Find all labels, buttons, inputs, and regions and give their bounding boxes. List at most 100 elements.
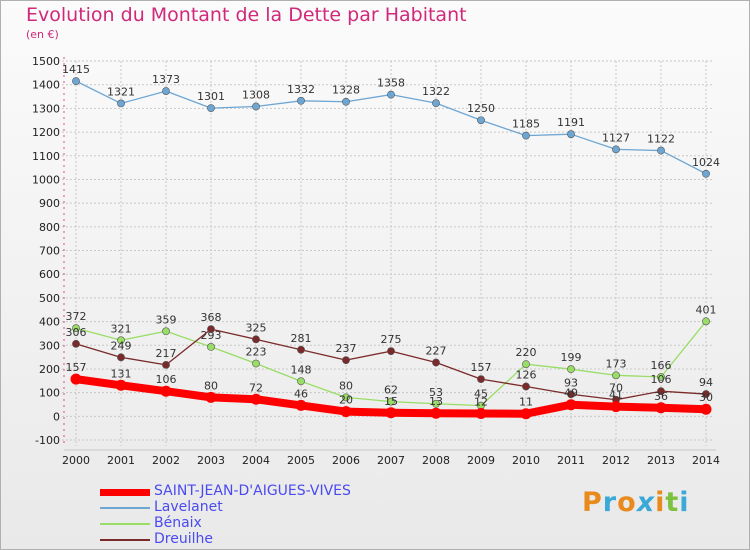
data-point — [207, 325, 215, 334]
data-label: 80 — [204, 379, 218, 392]
data-label: 30 — [699, 391, 713, 404]
y-tick-label: 1000 — [32, 173, 60, 186]
data-label: 217 — [156, 347, 177, 360]
data-label: 227 — [426, 345, 447, 358]
data-label: 199 — [561, 351, 582, 364]
data-point — [702, 169, 710, 178]
data-point — [252, 335, 260, 344]
legend-label: SAINT-JEAN-D'AIGUES-VIVES — [154, 483, 351, 499]
data-point — [72, 339, 80, 348]
data-point — [117, 353, 125, 362]
data-point — [117, 99, 125, 108]
data-point — [297, 377, 305, 386]
data-point — [252, 102, 260, 111]
x-tick-label: 2006 — [332, 454, 360, 467]
data-label: 13 — [429, 395, 443, 408]
data-label: 249 — [111, 339, 132, 352]
data-label: 106 — [651, 373, 672, 386]
data-point — [657, 146, 665, 155]
y-tick-label: 900 — [39, 197, 60, 210]
data-point — [70, 373, 82, 385]
data-point — [567, 390, 575, 399]
y-tick-label: 1500 — [32, 55, 60, 68]
x-tick-label: 2012 — [602, 454, 630, 467]
data-label: 1415 — [62, 63, 90, 76]
y-tick-label: 100 — [39, 387, 60, 400]
x-tick-label: 2005 — [287, 454, 315, 467]
data-point — [477, 116, 485, 125]
data-point — [207, 343, 215, 351]
data-label: 11 — [519, 396, 533, 409]
data-label: 46 — [294, 387, 308, 400]
data-point — [115, 379, 127, 391]
data-point — [387, 90, 395, 99]
data-label: 62 — [384, 384, 398, 397]
data-label: 36 — [654, 390, 668, 403]
data-point — [702, 317, 710, 326]
data-point — [430, 407, 442, 419]
data-label: 1122 — [647, 133, 675, 146]
data-label: 293 — [201, 329, 222, 342]
y-tick-label: 0 — [53, 410, 60, 423]
data-point — [72, 77, 80, 86]
legend-swatch — [100, 539, 150, 541]
legend-label: Lavelanet — [154, 499, 223, 515]
data-point — [342, 97, 350, 106]
data-point — [162, 327, 170, 336]
data-label: 72 — [249, 381, 263, 394]
data-point — [432, 399, 440, 408]
legend-swatch — [100, 489, 150, 496]
data-label: 237 — [336, 342, 357, 355]
data-label: 41 — [609, 389, 623, 402]
data-label: 1024 — [692, 156, 720, 169]
x-tick-label: 2001 — [107, 454, 135, 467]
data-label: 131 — [111, 367, 132, 380]
data-label: 70 — [609, 382, 623, 395]
data-label: 306 — [66, 326, 87, 339]
data-label: 173 — [606, 357, 627, 370]
data-point — [522, 360, 530, 369]
data-label: 53 — [429, 386, 443, 399]
data-point — [385, 407, 397, 419]
data-point — [162, 361, 170, 369]
data-point — [657, 387, 665, 396]
y-tick-label: 200 — [39, 363, 60, 376]
data-point — [207, 104, 215, 113]
data-point — [250, 393, 262, 405]
data-label: 401 — [696, 303, 717, 316]
data-label: 223 — [246, 345, 267, 358]
data-label: 148 — [291, 363, 312, 376]
y-tick-label: 1200 — [32, 126, 60, 139]
data-label: 281 — [291, 332, 312, 345]
data-label: 166 — [651, 359, 672, 372]
data-point — [702, 390, 710, 398]
data-label: 15 — [384, 395, 398, 408]
data-point — [205, 391, 217, 403]
data-label: 1127 — [602, 131, 630, 144]
data-point — [297, 345, 305, 354]
series-lavelanet: 1415 1321 1373 1301 1308 1332 1328 1358 1322 1250… — [62, 63, 720, 178]
y-tick-label: -100 — [35, 434, 60, 447]
x-tick-label: 2008 — [422, 454, 450, 467]
data-point — [522, 382, 530, 391]
data-point — [612, 371, 620, 380]
y-tick-label: 1100 — [32, 150, 60, 163]
y-tick-label: 400 — [39, 316, 60, 329]
y-tick-label: 700 — [39, 245, 60, 258]
series-saint-jean: 157 131 106 80 72 46 20 15 13 12 11 49 41 36 30 — [66, 361, 713, 420]
data-label: 1308 — [242, 88, 270, 101]
data-point — [72, 324, 80, 333]
chart-subtitle: (en €) — [26, 28, 59, 41]
data-point — [612, 145, 620, 154]
data-label: 157 — [471, 361, 492, 374]
x-tick-label: 2004 — [242, 454, 270, 467]
data-label: 325 — [246, 321, 267, 334]
y-tick-label: 800 — [39, 221, 60, 234]
data-point — [162, 87, 170, 95]
data-point — [340, 406, 352, 418]
grid-lines — [62, 60, 714, 446]
data-point — [477, 375, 485, 384]
data-point — [567, 365, 575, 374]
